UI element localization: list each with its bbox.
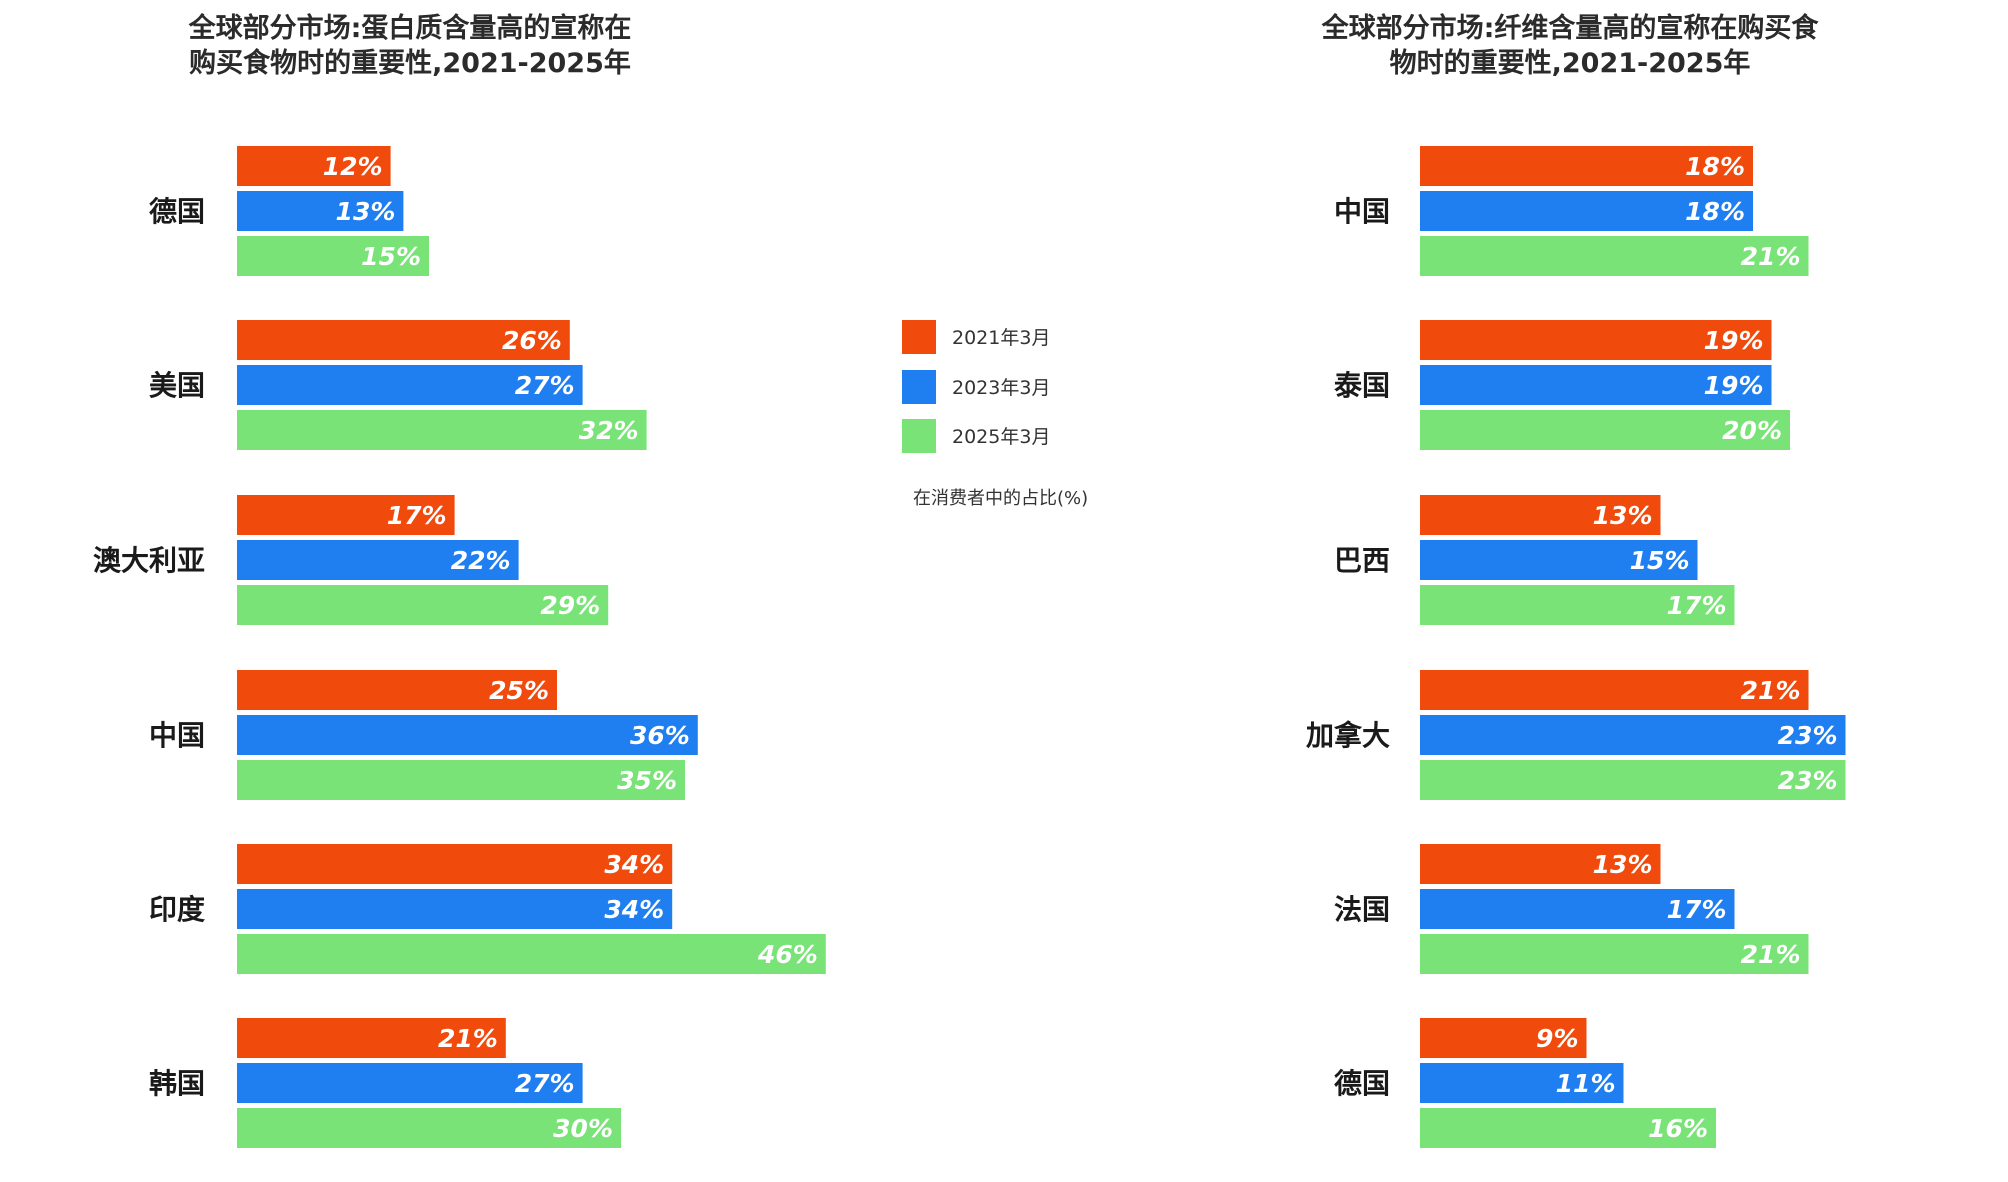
data-label: 17% [387, 501, 447, 530]
data-label: 9% [1536, 1024, 1578, 1053]
category-label: 韩国 [149, 1067, 205, 1100]
data-label: 29% [540, 591, 600, 620]
data-label: 30% [553, 1114, 613, 1143]
data-label: 34% [604, 850, 664, 879]
bar-2025 [1420, 934, 1809, 974]
legend-swatch-2025 [902, 419, 936, 453]
bar-2021 [237, 670, 557, 710]
category-label: 法国 [1334, 893, 1390, 926]
category-label: 中国 [149, 719, 205, 752]
data-label: 23% [1778, 721, 1838, 750]
legend-swatch-2021 [902, 320, 936, 354]
bar-2021 [1420, 670, 1809, 710]
legend-label-2021: 2021年3月 [952, 327, 1050, 349]
bar-2023 [1420, 191, 1753, 231]
bar-2025 [1420, 760, 1846, 800]
bar-2021 [1420, 495, 1661, 535]
data-label: 27% [515, 1069, 575, 1098]
bar-2023 [237, 191, 404, 231]
data-label: 17% [1667, 591, 1727, 620]
bar-2025 [237, 1108, 621, 1148]
chart-title-line: 购买食物时的重要性,2021-2025年 [189, 47, 631, 79]
data-label: 13% [336, 197, 396, 226]
bar-2021 [237, 146, 391, 186]
bar-2023 [237, 889, 673, 929]
bar-2023 [237, 1063, 583, 1103]
bar-2021 [1420, 146, 1753, 186]
data-label: 15% [361, 242, 421, 271]
legend-label-2025: 2025年3月 [952, 426, 1050, 448]
data-label: 15% [1630, 546, 1690, 575]
data-label: 16% [1648, 1114, 1708, 1143]
chart-title-line: 全球部分市场:纤维含量高的宣称在购买食 [1321, 12, 1820, 44]
bar-2023 [237, 365, 583, 405]
bar-2025 [237, 934, 826, 974]
bar-2021 [1420, 844, 1661, 884]
category-label: 美国 [149, 369, 205, 402]
category-label: 德国 [149, 195, 205, 228]
bar-2021 [237, 495, 455, 535]
data-label: 21% [1741, 676, 1801, 705]
bar-2025 [1420, 585, 1735, 625]
data-label: 34% [604, 895, 664, 924]
bar-2021 [1420, 1018, 1587, 1058]
data-label: 21% [438, 1024, 498, 1053]
bar-2025 [237, 410, 647, 450]
unit-note: 在消费者中的占比(%) [913, 488, 1088, 509]
data-label: 46% [757, 940, 818, 969]
bar-2025 [1420, 410, 1790, 450]
legend: 2021年3月 2023年3月 2025年3月 在消费者中的占比(%) [902, 320, 1088, 509]
category-label: 巴西 [1334, 544, 1390, 577]
bar-2023 [1420, 540, 1698, 580]
data-label: 18% [1685, 152, 1745, 181]
category-label: 中国 [1334, 195, 1390, 228]
data-label: 13% [1593, 850, 1653, 879]
bar-2025 [237, 236, 429, 276]
category-label: 澳大利亚 [93, 544, 205, 577]
data-label: 35% [617, 766, 677, 795]
category-label: 加拿大 [1306, 719, 1390, 752]
bar-2021 [237, 1018, 506, 1058]
bar-2023 [237, 540, 519, 580]
bar-2023 [1420, 889, 1735, 929]
bar-2025 [1420, 1108, 1716, 1148]
bar-2023 [237, 715, 698, 755]
bar-2023 [1420, 715, 1846, 755]
category-label: 德国 [1334, 1067, 1390, 1100]
chart-title-line: 全球部分市场:蛋白质含量高的宣称在 [188, 12, 632, 44]
data-label: 19% [1704, 371, 1764, 400]
bar-2021 [237, 320, 570, 360]
legend-label-2023: 2023年3月 [952, 377, 1050, 399]
data-label: 27% [515, 371, 575, 400]
data-label: 23% [1778, 766, 1838, 795]
legend-swatch-2023 [902, 370, 936, 404]
bar-2023 [1420, 365, 1772, 405]
bar-2023 [1420, 1063, 1624, 1103]
data-label: 25% [489, 676, 549, 705]
data-label: 21% [1741, 242, 1801, 271]
category-label: 泰国 [1334, 369, 1390, 402]
data-label: 17% [1667, 895, 1727, 924]
data-label: 21% [1741, 940, 1801, 969]
bar-2021 [1420, 320, 1772, 360]
data-label: 22% [451, 546, 511, 575]
bar-2021 [237, 844, 673, 884]
chart-title-line: 物时的重要性,2021-2025年 [1390, 47, 1751, 79]
bar-2025 [1420, 236, 1809, 276]
data-label: 13% [1593, 501, 1653, 530]
data-label: 19% [1704, 326, 1764, 355]
data-label: 12% [323, 152, 383, 181]
data-label: 36% [630, 721, 690, 750]
category-label: 印度 [149, 893, 205, 926]
data-label: 18% [1685, 197, 1745, 226]
bar-2025 [237, 760, 685, 800]
data-label: 11% [1556, 1069, 1616, 1098]
data-label: 32% [579, 416, 639, 445]
data-label: 26% [502, 326, 562, 355]
data-label: 20% [1722, 416, 1782, 445]
bar-2025 [237, 585, 609, 625]
